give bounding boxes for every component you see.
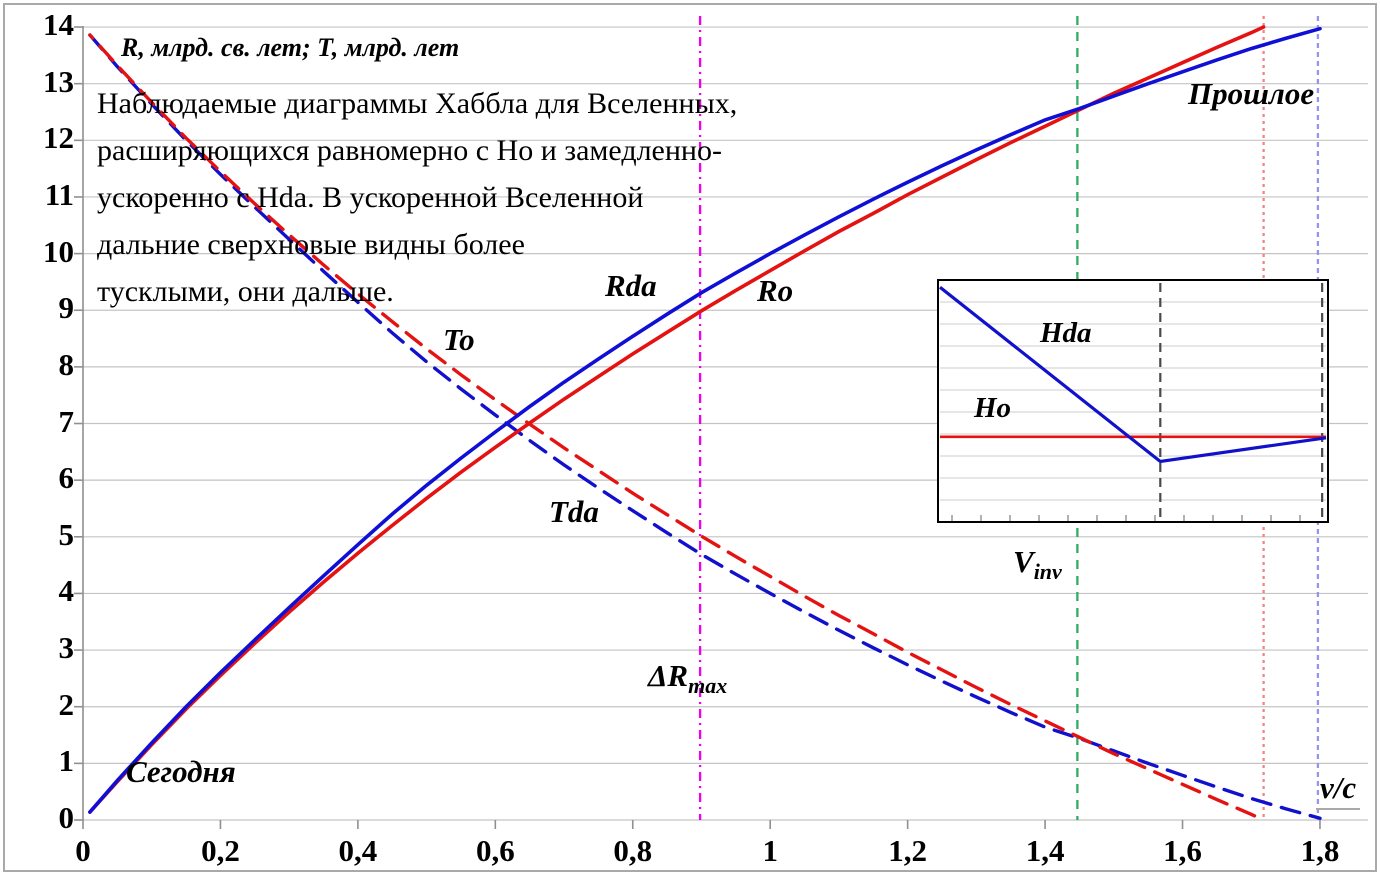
y-tick-label-5: 5 [58,516,75,552]
x-tick-label-0,6: 0,6 [475,833,515,868]
y-tick-label-12: 12 [43,120,74,156]
y-tick-label-3: 3 [58,630,75,666]
v-inv-subscript: inv [1033,559,1062,584]
y-tick-label-9: 9 [58,290,75,326]
x-tick-label-0: 0 [75,833,91,868]
label-v-inv: Vinv [1013,544,1062,584]
x-tick-label-1,4: 1,4 [1025,833,1065,868]
curve-Tda [88,33,1322,820]
x-tick-label-1,6: 1,6 [1163,833,1202,868]
y-tick-label-8: 8 [58,346,75,382]
label-delta-r-max: ΔRmax [648,658,727,698]
y-tick-label-13: 13 [43,63,74,99]
x-tick-label-1: 1 [762,833,778,868]
y-tick-label-11: 11 [44,176,74,212]
x-tick-label-0,2: 0,2 [201,833,240,868]
axes [74,26,1321,829]
curve-label-rda: Rda [605,268,657,303]
x-tick-label-0,8: 0,8 [613,833,653,868]
y-tick-label-10: 10 [43,233,74,269]
y-tick-label-2: 2 [58,686,75,722]
curve-label-tda: Tda [549,494,599,529]
curve-label-ro: Ro [757,273,794,308]
inset-hda-line [939,286,1327,464]
delta-r-text: ΔR [648,658,689,693]
y-tick-label-4: 4 [58,573,75,609]
x-axis-title: v/c [1316,770,1361,810]
y-tick-label-7: 7 [58,403,75,439]
x-tick-label-1,8: 1,8 [1300,833,1340,868]
inset-label-ho: Ho [974,392,1012,424]
label-past: Прошлое [1188,76,1315,111]
axis-units-note: R, млрд. св. лет; Т, млрд. лет [121,33,460,62]
x-tick-label-0,4: 0,4 [338,833,378,868]
y-tick-label-14: 14 [43,7,74,43]
v-inv-text: V [1013,544,1034,579]
curve-Rda [88,26,1322,814]
annotation-text: Наблюдаемые диаграммы Хаббла для Вселенн… [97,87,738,308]
y-tick-label-0: 0 [58,800,75,835]
label-today: Сегодня [126,754,236,789]
inset-hubble-parameter-plot [937,279,1329,523]
inset-label-hda: Hda [1040,317,1092,349]
curve-To [88,33,1266,822]
y-tick-label-6: 6 [58,460,75,496]
curve-label-to: To [443,322,475,357]
inset-frame [937,279,1329,523]
x-tick-label-1,2: 1,2 [888,833,927,868]
gridlines [83,26,1368,821]
data-curves [88,25,1322,822]
y-tick-label-1: 1 [58,743,75,779]
delta-r-subscript: max [688,673,728,698]
